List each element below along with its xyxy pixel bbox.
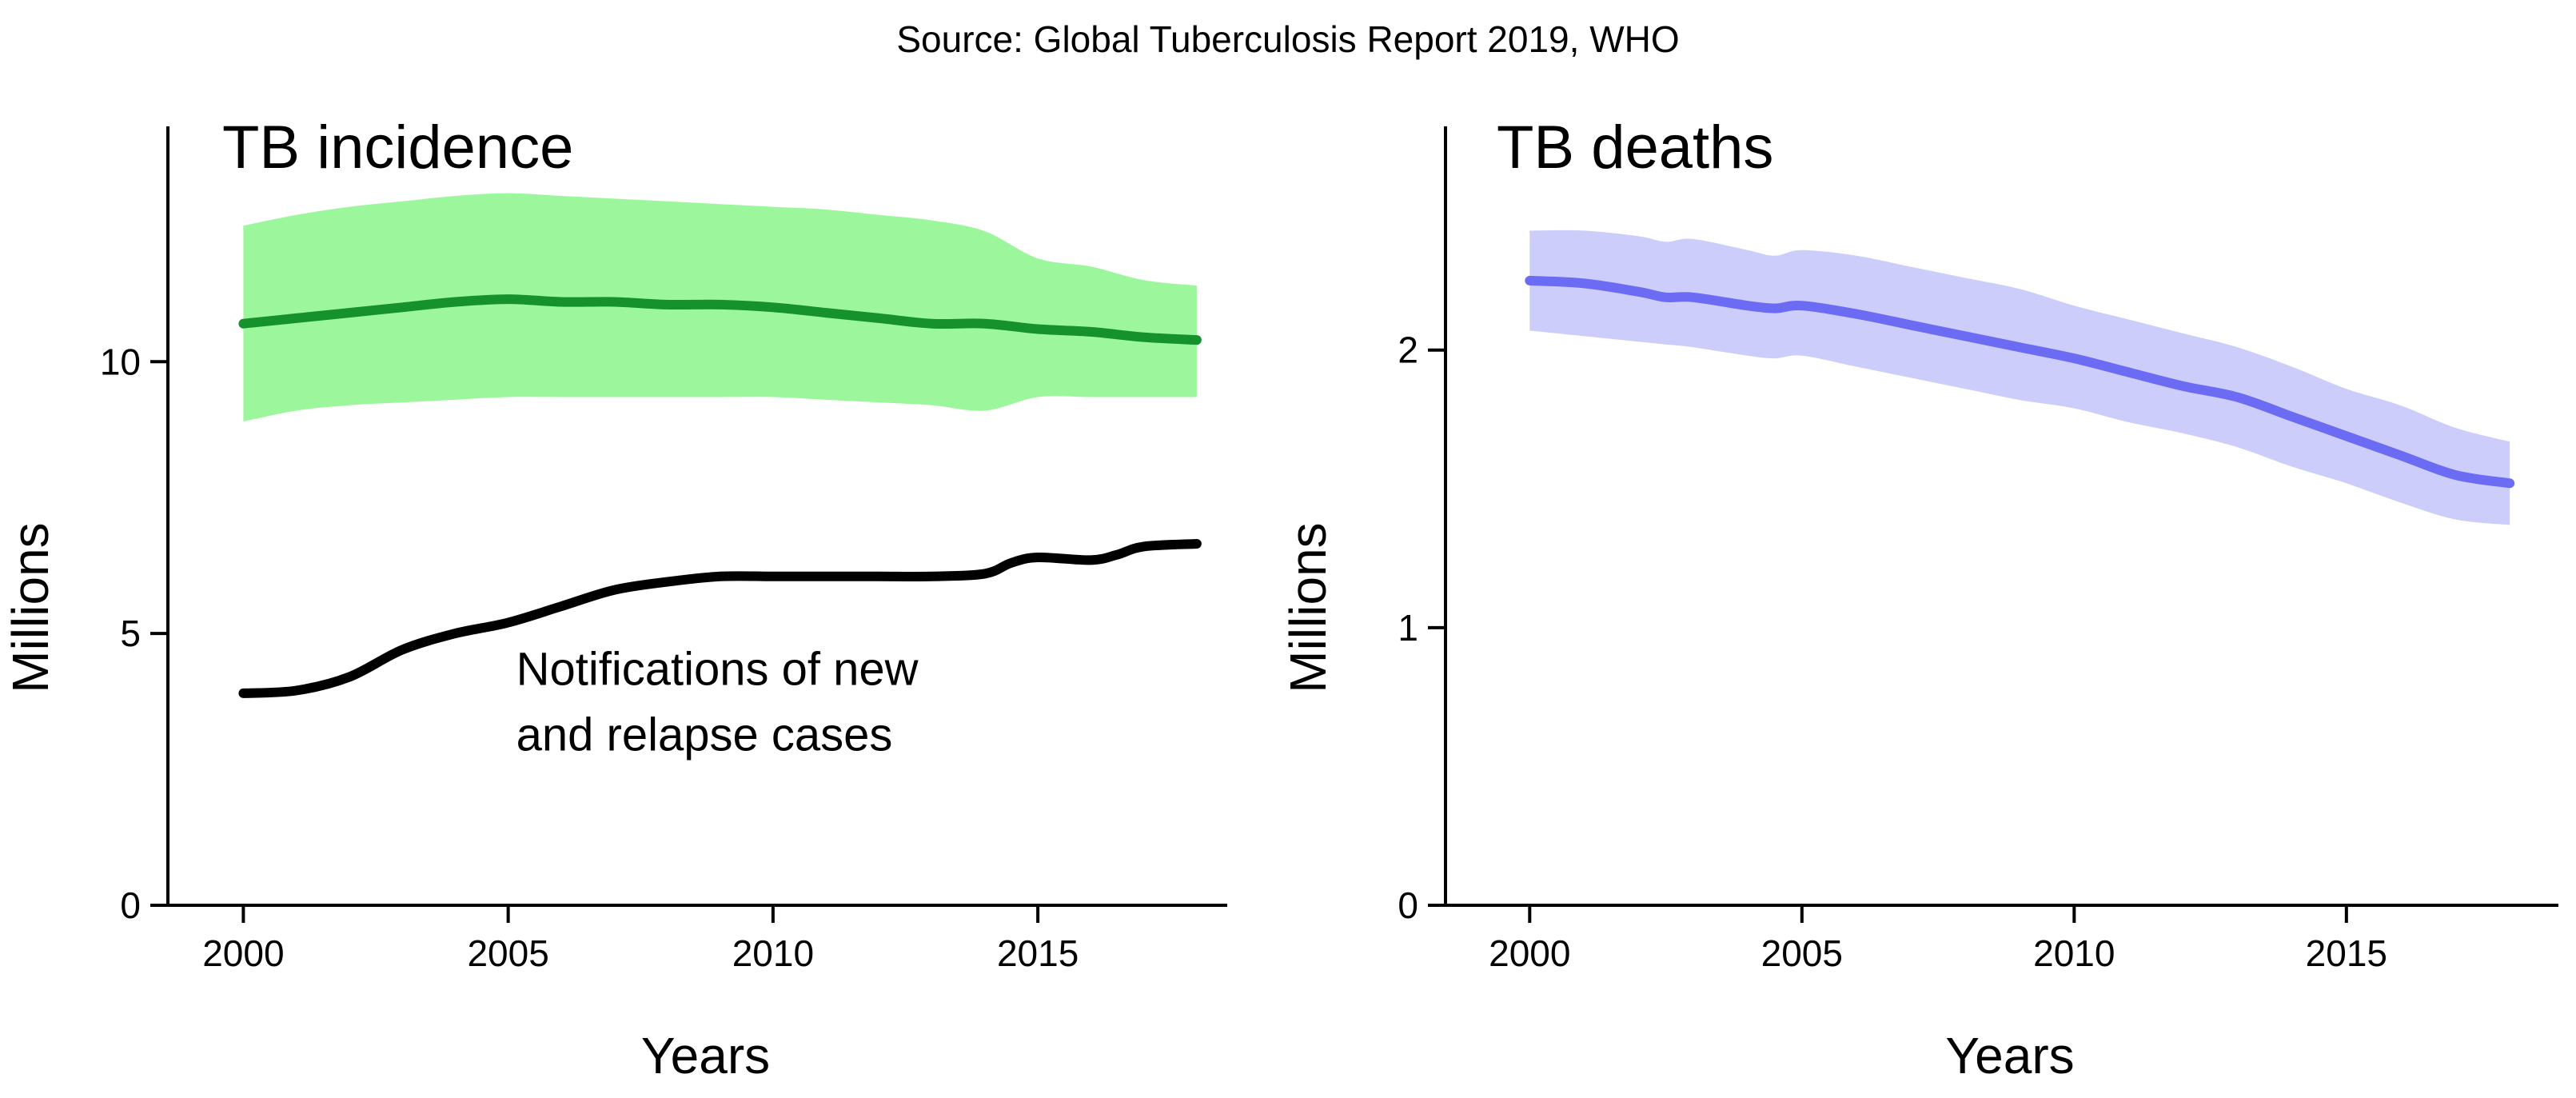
y-tick-label: 1 [1398,607,1418,649]
incidence-panel: 2000 2005 2010 2015 0 5 10 TB incidence Years Mil… [2,114,1227,1084]
y-tick-label: 0 [120,884,141,926]
x-axis-label: Years [641,1027,770,1084]
y-axis-label: Millions [1279,522,1337,693]
y-tick-label: 2 [1398,329,1418,371]
y-tick-label: 0 [1398,884,1418,926]
notifications-label: Notifications of new and relapse cases [516,644,919,761]
x-tick-label: 2000 [1489,932,1570,974]
chart-title: TB incidence [222,114,573,182]
x-tick-label: 2015 [2306,932,2387,974]
x-tick-label: 2010 [2033,932,2115,974]
y-tick-label: 10 [100,341,141,382]
annotation-line: and relapse cases [516,709,893,761]
annotation-line: Notifications of new [516,644,919,696]
deaths-series-line [1525,275,2515,489]
incidence-series-line [238,294,1202,345]
y-axis-label: Millions [2,522,59,693]
deaths-uncertainty-band [1529,230,2510,525]
x-tick-label: 2005 [467,932,548,974]
x-tick-label: 2005 [1761,932,1843,974]
source-note: Source: Global Tuberculosis Report 2019,… [896,18,1680,60]
x-tick-label: 2000 [202,932,284,974]
chart-title: TB deaths [1497,114,1773,182]
x-tick-label: 2015 [997,932,1079,974]
notifications-series-line [238,539,1202,698]
y-tick-label: 5 [120,613,141,654]
deaths-panel: 2000 2005 2010 2015 0 1 2 TB deaths Years Million… [1279,114,2558,1084]
x-axis-label: Years [1945,1027,2074,1084]
x-tick-label: 2010 [732,932,814,974]
